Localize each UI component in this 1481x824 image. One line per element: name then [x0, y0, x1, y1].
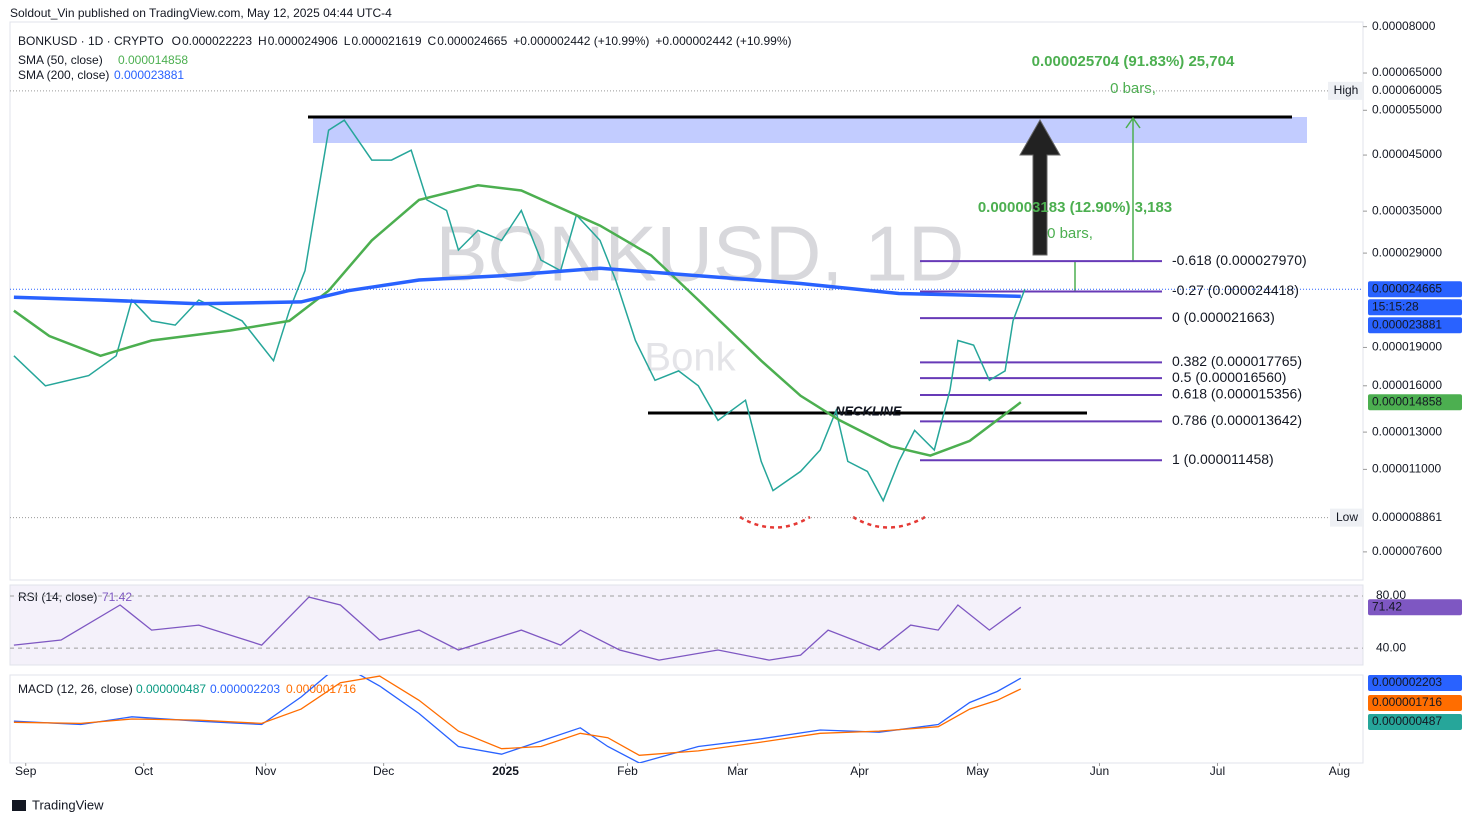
macd-badge: 0.000002203 [1372, 675, 1442, 689]
change-value: +0.000002442 (+10.99%) [513, 34, 649, 48]
fib-label: 1 (0.000011458) [1172, 451, 1274, 467]
y-tick-label: 0.000011000 [1372, 462, 1442, 476]
ohlc-value: 0.000024665 [437, 34, 507, 48]
last-price: 0.000024665 [1372, 281, 1442, 295]
y-tick-label: 0.000019000 [1372, 340, 1442, 354]
ohlc-value: 0.000024906 [268, 34, 338, 48]
y-tick-label: 0.000055000 [1372, 102, 1442, 116]
series-line [13, 184, 1022, 457]
rsi-badge: 71.42 [1372, 599, 1402, 613]
ohlc-value: 0.000021619 [351, 34, 421, 48]
last-price-bg [1368, 281, 1462, 298]
low-label: Low [1336, 510, 1358, 524]
fib-label: 0.786 (0.000013642) [1172, 412, 1302, 428]
y-tick-label: 0.00008000 [1372, 19, 1436, 33]
measure-arrow [1125, 116, 1141, 262]
signal-badge: 0.000001716 [1372, 695, 1442, 709]
fib-label: -0.618 (0.000027970) [1172, 252, 1307, 268]
rsi-value: 71.42 [102, 590, 132, 604]
high-tag [1328, 81, 1364, 100]
x-tick-label: 2025 [492, 764, 519, 778]
rsi-badge-bg [1368, 599, 1462, 616]
low-value: 0.000008861 [1372, 510, 1442, 524]
macd-badge-bg [1368, 675, 1462, 691]
change-value: +0.000002442 (+10.99%) [655, 34, 791, 48]
resistance-zone [313, 117, 1307, 143]
measure-gap-bars: 0 bars, [1047, 225, 1093, 242]
x-tick-label: Sep [15, 764, 37, 778]
countdown: 15:15:28 [1372, 299, 1419, 313]
series-line [13, 596, 1022, 661]
ohlc-value: 0.000022223 [182, 34, 252, 48]
sma200-badge-bg [1368, 317, 1462, 334]
ohlc-key: L [344, 34, 351, 48]
hist-badge: 0.000000487 [1372, 714, 1442, 728]
sma200-badge: 0.000023881 [1372, 317, 1442, 331]
hist-badge-bg [1368, 714, 1462, 730]
price-pane [9, 21, 1364, 581]
sma50-badge-bg [1368, 394, 1462, 411]
symbol-legend: BONKUSD · 1D · CRYPTO [18, 34, 164, 48]
macd-pane [9, 674, 1364, 764]
y-tick-label: 0.000065000 [1372, 65, 1442, 79]
footer: TradingView [32, 797, 104, 812]
fib-label: -0.27 (0.000024418) [1172, 282, 1299, 298]
measure-target: 0.000025704 (91.83%) 25,704 [1032, 53, 1235, 70]
measure-target-bars: 0 bars, [1110, 80, 1156, 97]
macd-legend: MACD (12, 26, close) [18, 682, 133, 696]
neckline-label: NECKLINE [835, 403, 902, 418]
x-tick-label: Oct [134, 764, 153, 778]
y-tick-label: 0.000007600 [1372, 544, 1442, 558]
measure-gap-label: 0.000003183 (12.90%) 3,183 [978, 199, 1172, 216]
watermark: BONKUSD, 1D [436, 210, 965, 298]
footer-logo [12, 800, 26, 811]
sma50-legend: SMA (50, close) [18, 53, 103, 67]
y-tick-label: 0.000016000 [1372, 378, 1442, 392]
sma200-value: 0.000023881 [114, 68, 184, 82]
header: Soldout_Vin published on TradingView.com… [10, 6, 392, 20]
rsi-pane [9, 584, 1364, 666]
x-tick-label: Nov [255, 764, 276, 778]
y-tick-label: 0.000035000 [1372, 203, 1442, 217]
x-tick-label: Jun [1090, 764, 1109, 778]
y-tick-label: 0.000045000 [1372, 147, 1442, 161]
x-tick-label: Dec [373, 764, 394, 778]
fib-label: 0.618 (0.000015356) [1172, 386, 1302, 402]
y-tick-label: 40.00 [1376, 640, 1406, 654]
countdown-bg [1368, 299, 1462, 316]
sma50-value: 0.000014858 [118, 53, 188, 67]
macd-signal-value: 0.000001716 [286, 682, 356, 696]
x-tick-label: May [966, 764, 989, 778]
x-tick-label: Jul [1210, 764, 1225, 778]
sma50-badge: 0.000014858 [1372, 394, 1442, 408]
series-line [13, 675, 1022, 756]
high-label: High [1334, 83, 1359, 97]
ohlc-key: C [428, 34, 437, 48]
rsi-legend: RSI (14, close) [18, 590, 97, 604]
macd-hist-value: 0.000000487 [136, 682, 206, 696]
ohlc-key: H [258, 34, 267, 48]
bottom-arcs [739, 515, 926, 529]
target-arrow [1019, 118, 1061, 256]
watermark-sub: Bonk [644, 336, 736, 380]
signal-badge-bg [1368, 695, 1462, 711]
macd-value: 0.000002203 [210, 682, 280, 696]
x-tick-label: Feb [617, 764, 638, 778]
sma200-legend: SMA (200, close) [18, 68, 109, 82]
x-tick-label: Aug [1329, 764, 1350, 778]
low-tag [1330, 508, 1364, 527]
fib-label: 0 (0.000021663) [1172, 309, 1275, 325]
series-line [13, 266, 1021, 306]
y-tick-label: 0.000013000 [1372, 424, 1442, 438]
x-tick-label: Apr [850, 764, 869, 778]
y-tick-label: 80.00 [1376, 588, 1406, 602]
x-tick-label: Mar [727, 764, 748, 778]
fib-label: 0.5 (0.000016560) [1172, 369, 1286, 385]
y-tick-label: 0.000029000 [1372, 245, 1442, 259]
fib-label: 0.382 (0.000017765) [1172, 353, 1302, 369]
high-value: 0.000060005 [1372, 83, 1442, 97]
ohlc-key: O [172, 34, 181, 48]
